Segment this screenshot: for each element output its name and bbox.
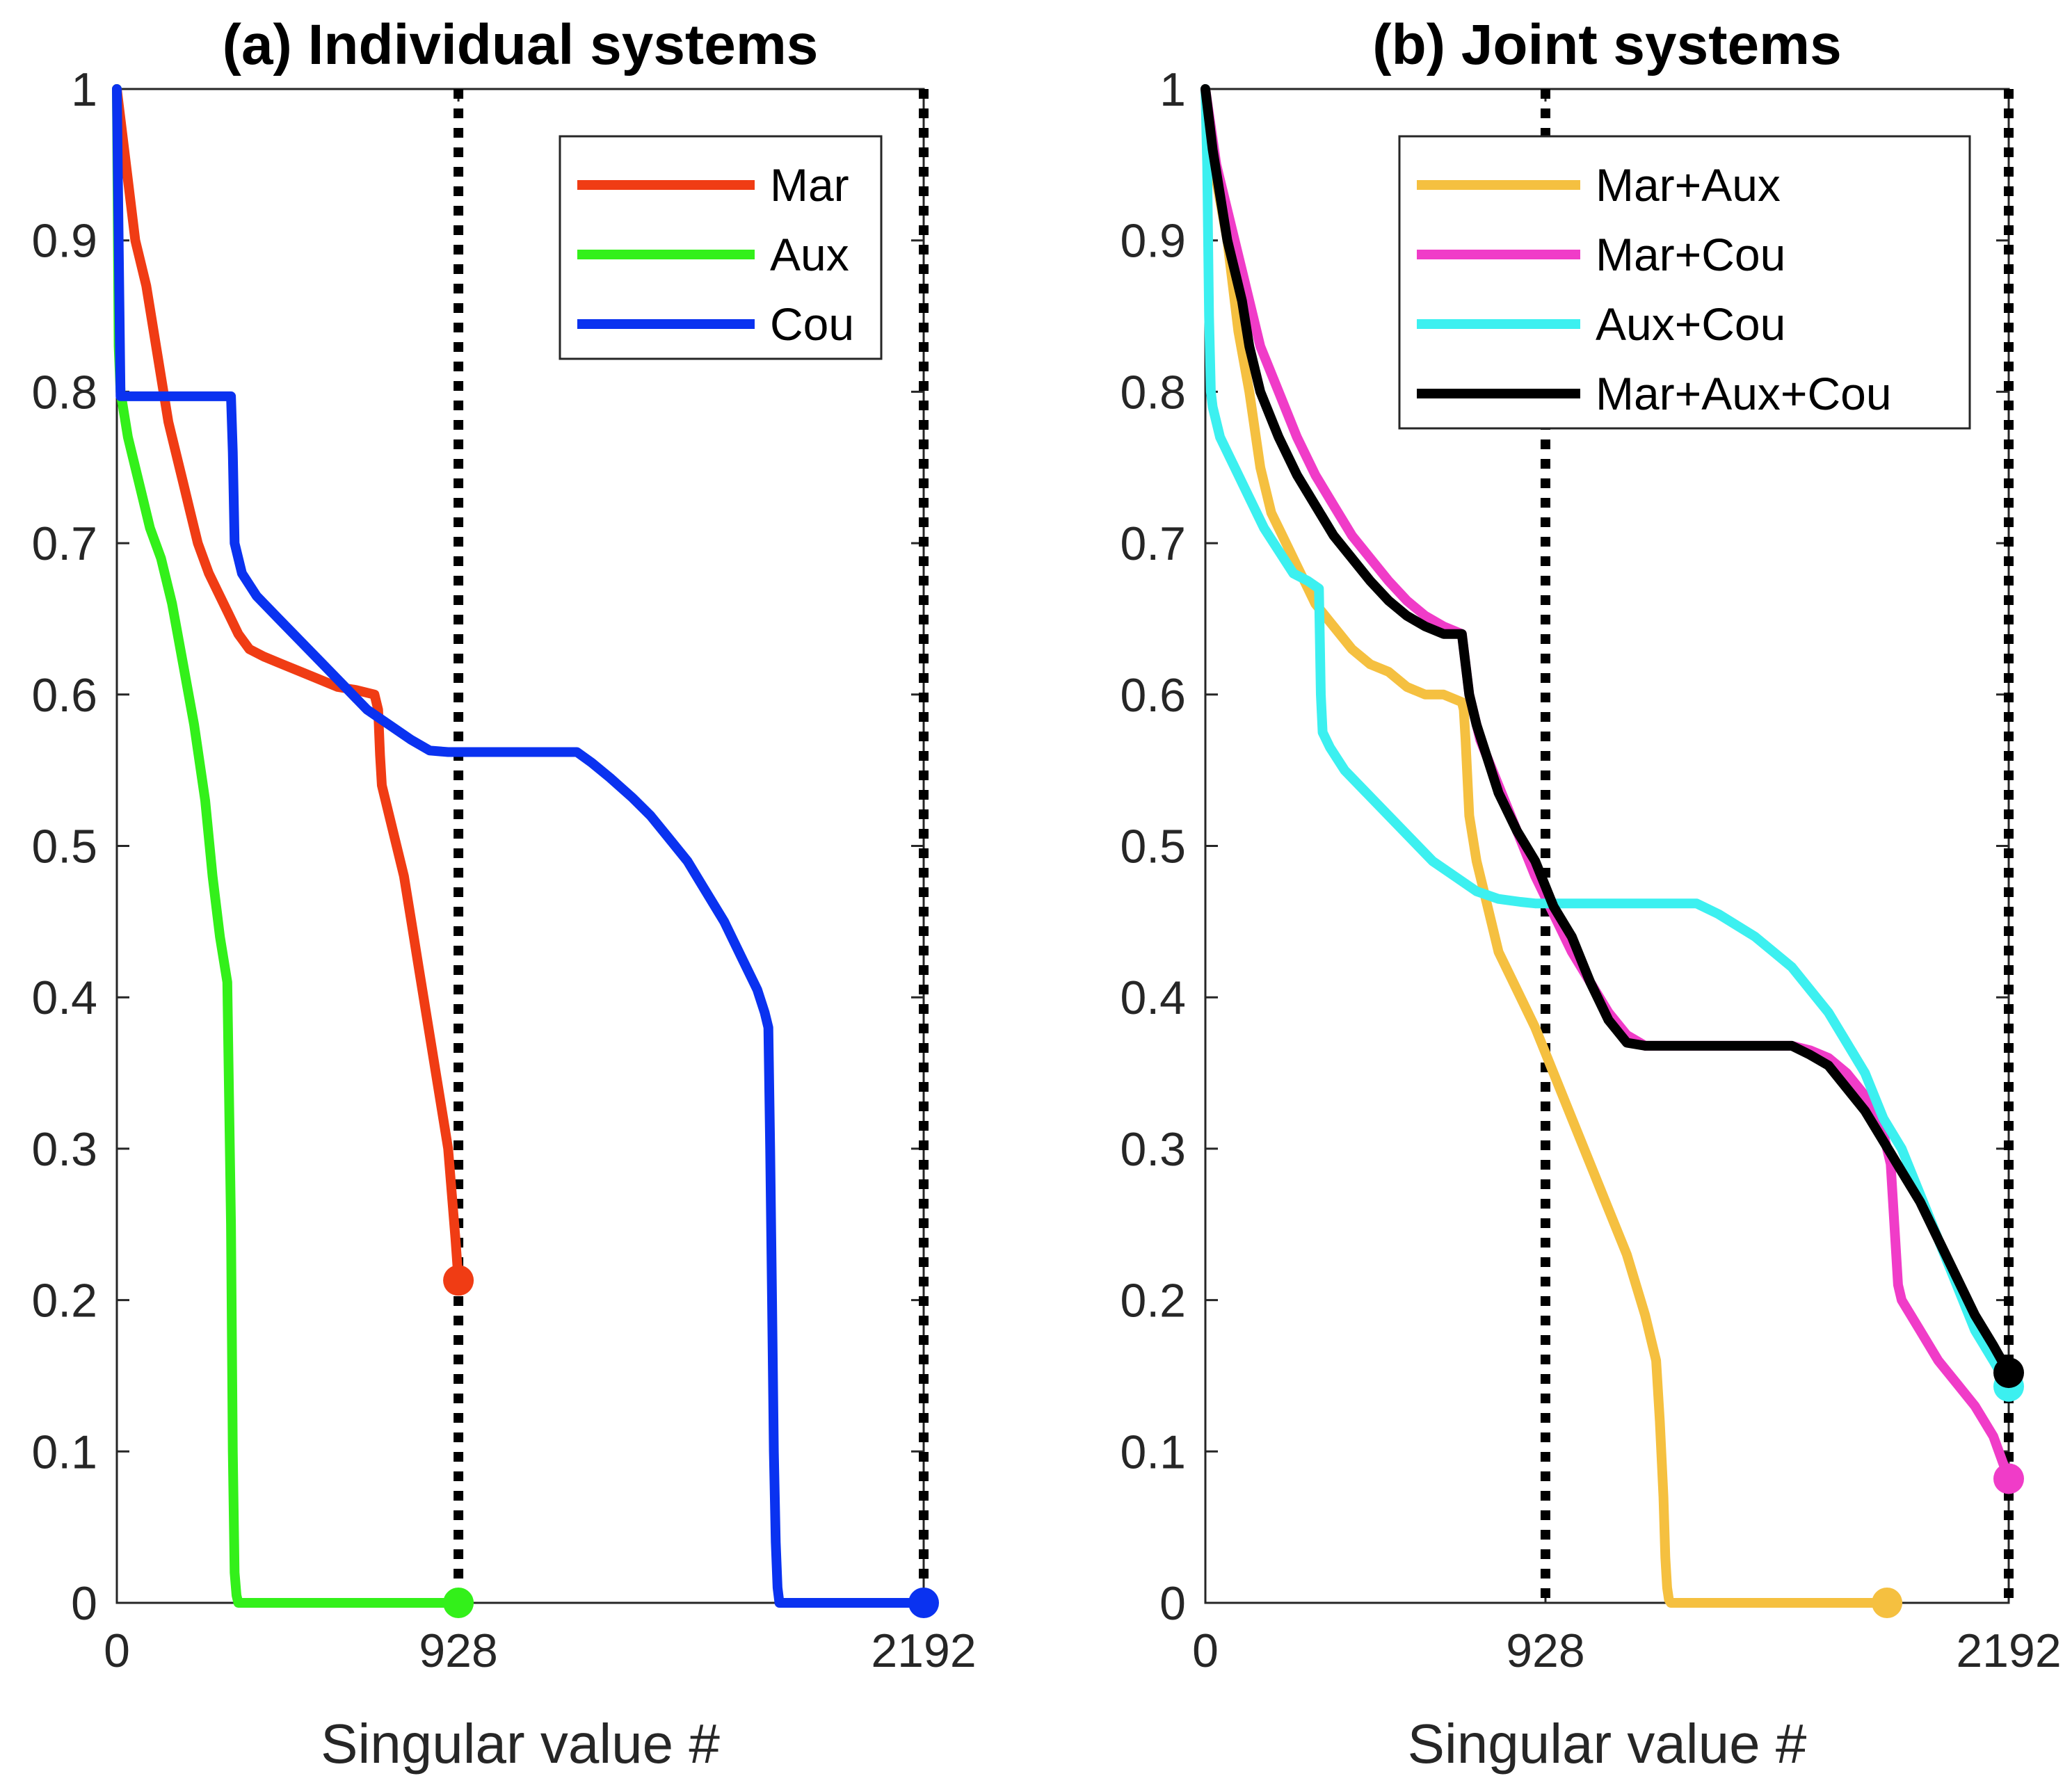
panel-joint-systems: (b) Joint systems 0 0.1 0.2 0.3 0.4 0.5 0.6 0.7 0… [1120,13,2061,1775]
legend-label-aux: Aux [770,229,849,280]
legend-label-mar-aux: Mar+Aux [1596,159,1781,211]
legend-label-mar: Mar [770,159,849,211]
series-line-aux [112,84,464,1608]
end-marker-mar-cou [1993,1463,2024,1494]
legend-label-mar-aux-cou: Mar+Aux+Cou [1596,368,1892,419]
series-line-aux-cou [1200,84,2014,1391]
end-marker-aux [443,1588,474,1618]
series-line-mar-aux [1200,84,1893,1608]
end-marker-mar-aux [1872,1588,1903,1618]
y-tick-label: 0.6 [31,669,97,722]
legend-label-cou: Cou [770,298,854,350]
chart-title: (b) Joint systems [1372,13,1841,76]
y-tick-label: 0.2 [1120,1275,1186,1327]
y-tick-label: 0.9 [31,215,97,268]
x-tick-label: 2192 [1956,1624,2061,1677]
x-axis-label: Singular value # [321,1713,720,1775]
y-tick-label: 0.1 [31,1426,97,1478]
y-tick-label: 0.1 [1120,1426,1186,1478]
y-tick-label: 1 [1159,63,1186,116]
end-marker-mar-aux-cou [1993,1357,2024,1389]
y-tick-label: 0.8 [31,366,97,419]
x-tick-label: 0 [1192,1624,1219,1677]
y-tick-label: 0.2 [31,1275,97,1327]
series-line-mar [112,84,464,1286]
y-tick-label: 0.3 [1120,1123,1186,1176]
x-tick-label: 928 [1506,1624,1584,1677]
y-tick-label: 1 [71,63,97,116]
y-tick-label: 0.4 [31,971,97,1024]
y-tick-label: 0.4 [1120,971,1186,1024]
y-tick-label: 0.9 [1120,215,1186,268]
y-tick-label: 0.6 [1120,669,1186,722]
y-tick-label: 0 [71,1577,97,1630]
series-line-mar-aux-cou [1200,84,2014,1378]
x-tick-label: 928 [419,1624,497,1677]
legend: Mar Aux Cou [559,135,883,360]
y-tick-label: 0.7 [31,517,97,570]
y-tick-label: 0.5 [31,821,97,873]
x-axis-label: Singular value # [1408,1713,1807,1775]
panel-individual-systems: (a) Individual systems 0 0.1 0.2 0.3 0.4 0.5 0.… [31,13,976,1775]
y-tick-label: 0.7 [1120,517,1186,570]
legend-label-mar-cou: Mar+Cou [1596,229,1785,280]
chart-title: (a) Individual systems [223,13,819,76]
series-line-cou [112,84,929,1608]
x-tick-label: 2192 [871,1624,976,1677]
y-tick-label: 0.8 [1120,366,1186,419]
y-tick-label: 0 [1159,1577,1186,1630]
legend: Mar+Aux Mar+Cou Aux+Cou Mar+Aux+Cou [1398,135,1971,430]
y-tick-label: 0.3 [31,1123,97,1176]
legend-label-aux-cou: Aux+Cou [1596,298,1785,350]
y-tick-label: 0.5 [1120,821,1186,873]
x-tick-label: 0 [104,1624,130,1677]
end-marker-cou [908,1588,939,1618]
end-marker-mar [443,1265,474,1296]
